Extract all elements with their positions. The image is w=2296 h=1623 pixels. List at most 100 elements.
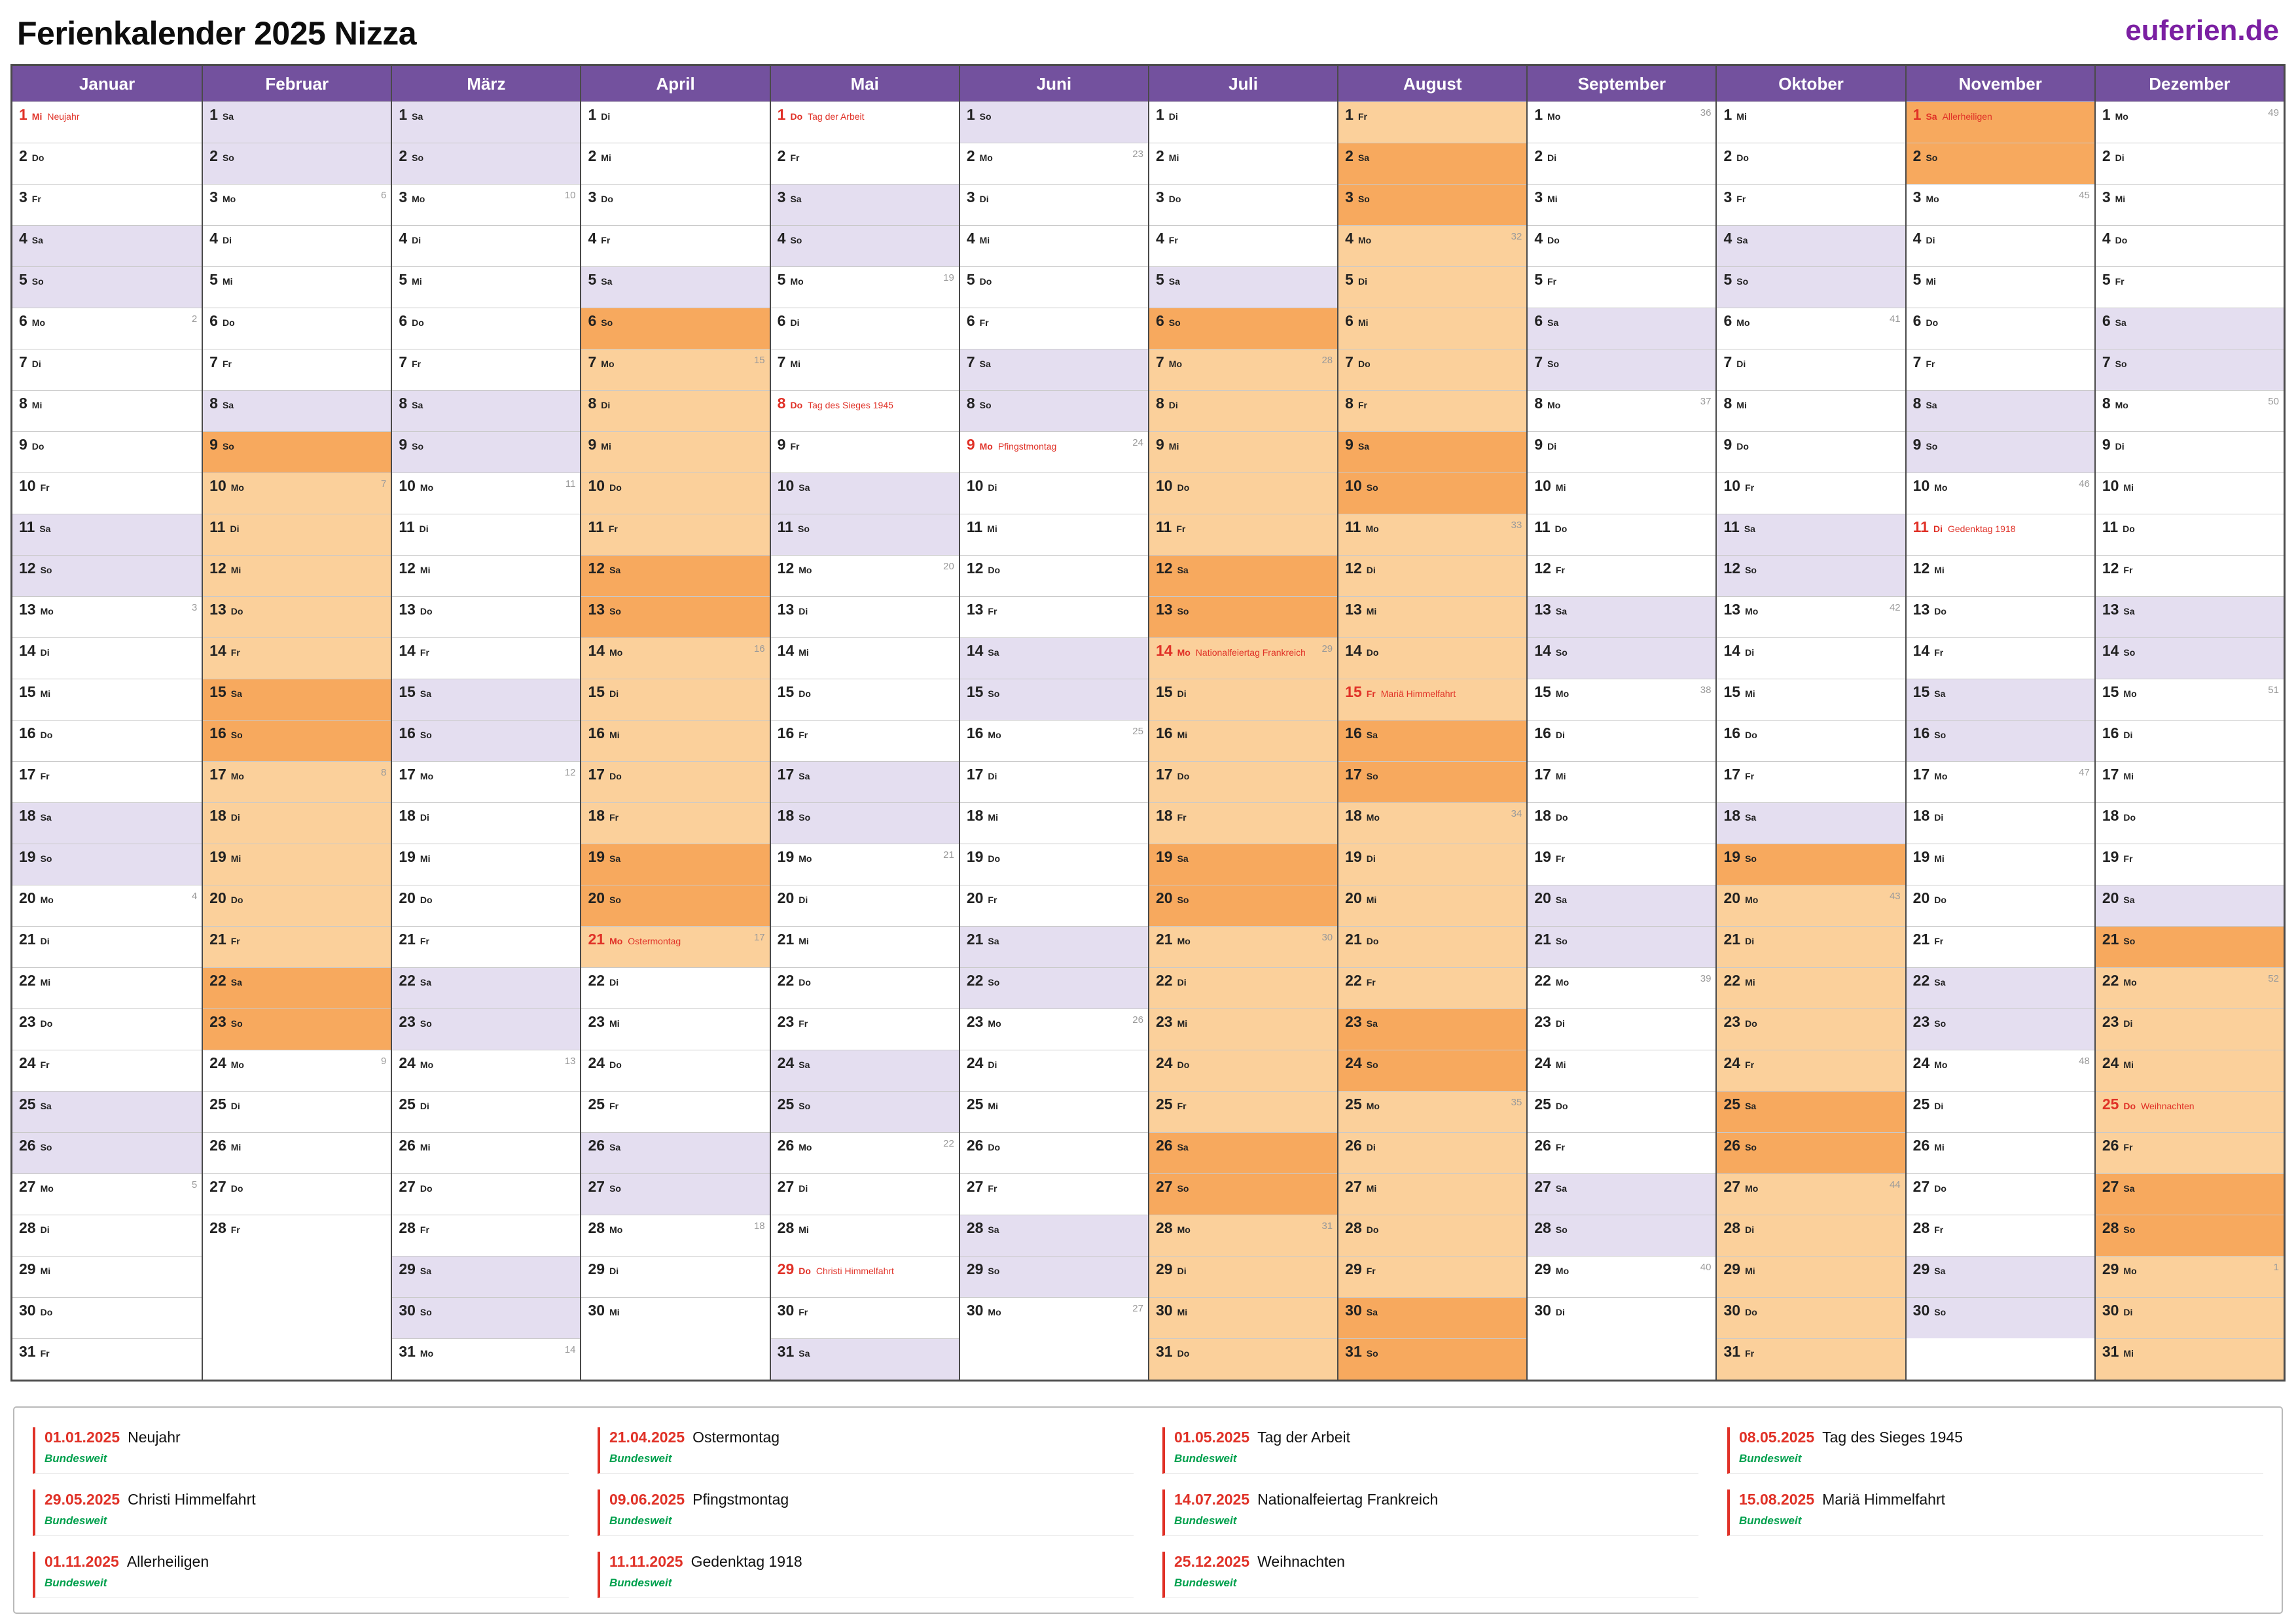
weekday-abbr: Do xyxy=(1745,730,1757,740)
day-number: 5 xyxy=(777,271,786,288)
day-cell: 27 Mi xyxy=(1338,1173,1527,1215)
day-cell: 3 Fr xyxy=(12,184,202,225)
day-cell: 29 Mo 40 xyxy=(1528,1256,1716,1297)
day-number: 20 xyxy=(588,889,605,906)
day-number: 14 xyxy=(1534,642,1551,659)
weekday-abbr: So xyxy=(31,276,44,287)
day-number: 27 xyxy=(777,1178,795,1195)
weekday-abbr: Fr xyxy=(1745,771,1755,781)
weekday-abbr: Mo xyxy=(1926,194,1939,204)
day-number: 2 xyxy=(399,147,408,164)
weekday-abbr: So xyxy=(1736,276,1749,287)
day-cell: 30 So xyxy=(392,1297,581,1338)
week-number: 50 xyxy=(2268,396,2279,407)
day-cell: 24 Mo 48 xyxy=(1906,1050,2094,1091)
day-number: 24 xyxy=(966,1054,984,1071)
week-number: 31 xyxy=(1321,1221,1333,1232)
weekday-abbr: Fr xyxy=(1177,1101,1187,1111)
day-cell: 20 So xyxy=(1149,885,1338,926)
day-number: 6 xyxy=(1534,312,1543,329)
day-cell: 15 Sa xyxy=(1906,679,2094,720)
day-number: 15 xyxy=(209,683,226,700)
week-number: 37 xyxy=(1700,396,1712,407)
day-number: 10 xyxy=(1534,477,1551,494)
day-number: 24 xyxy=(2102,1054,2119,1071)
weekday-abbr: Fr xyxy=(1736,194,1746,204)
weekday-abbr: So xyxy=(988,688,1000,699)
day-cell: 29 Mo 1 xyxy=(2095,1256,2284,1297)
day-number: 21 xyxy=(1723,931,1741,948)
month-column-10: Oktober 1 Mi 2 Do 3 Fr 4 Sa 5 So 6 Mo 41 7 Di 8 Mi 9 Do 10 Fr… xyxy=(1715,66,1905,1380)
weekday-abbr: Mo xyxy=(230,482,244,493)
day-number: 31 xyxy=(1723,1343,1741,1360)
day-number: 8 xyxy=(1912,395,1922,412)
weekday-abbr: So xyxy=(1555,647,1568,658)
day-cell: 19 Sa xyxy=(581,844,770,885)
day-number: 14 xyxy=(777,642,795,659)
day-number: 2 xyxy=(19,147,27,164)
day-number: 10 xyxy=(1345,477,1362,494)
day-cell: 29 So xyxy=(960,1256,1148,1297)
empty-cell xyxy=(1528,1338,1716,1380)
day-cell: 30 Do xyxy=(1717,1297,1905,1338)
day-cell: 13 Di xyxy=(770,596,959,637)
day-number: 29 xyxy=(777,1260,795,1277)
day-cell: 8 Mi xyxy=(1717,390,1905,431)
day-number: 28 xyxy=(1723,1219,1741,1236)
weekday-abbr: Mo xyxy=(2123,1266,2137,1276)
weekday-abbr: Fr xyxy=(1934,647,1944,658)
day-number: 13 xyxy=(588,601,605,618)
day-cell: 17 Mo 47 xyxy=(1906,761,2094,802)
day-number: 24 xyxy=(209,1054,226,1071)
day-number: 24 xyxy=(1345,1054,1362,1071)
day-number: 12 xyxy=(966,560,984,577)
day-cell: 1 Fr xyxy=(1338,101,1527,143)
day-cell: 6 So xyxy=(581,308,770,349)
day-cell: 24 Mi xyxy=(1528,1050,1716,1091)
day-cell: 10 Fr xyxy=(1717,473,1905,514)
month-header: Dezember xyxy=(2095,66,2284,101)
day-number: 20 xyxy=(1912,889,1930,906)
day-number: 26 xyxy=(777,1137,795,1154)
day-number: 11 xyxy=(1534,518,1551,535)
legend-holiday-name: Pfingstmontag xyxy=(692,1491,789,1508)
day-number: 6 xyxy=(966,312,975,329)
weekday-abbr: Do xyxy=(1177,482,1190,493)
page-title: Ferienkalender 2025 Nizza xyxy=(17,15,417,52)
weekday-abbr: Fr xyxy=(798,1307,808,1317)
weekday-abbr: Fr xyxy=(420,1224,429,1235)
site-logo[interactable]: euferien.de xyxy=(2125,14,2279,46)
day-cell: 22 Sa xyxy=(203,967,391,1008)
weekday-abbr: Mi xyxy=(609,730,620,740)
weekday-abbr: Mi xyxy=(979,235,990,245)
day-cell: 20 Mo 4 xyxy=(12,885,202,926)
day-number: 20 xyxy=(209,889,226,906)
day-cell: 9 Di xyxy=(2095,431,2284,473)
weekday-abbr: Fr xyxy=(988,606,997,616)
day-cell: 2 Di xyxy=(1528,143,1716,184)
day-number: 3 xyxy=(777,188,786,205)
weekday-abbr: Di xyxy=(1745,1224,1755,1235)
day-cell: 9 So xyxy=(392,431,581,473)
day-cell: 2 Di xyxy=(2095,143,2284,184)
day-cell: 5 Mi xyxy=(203,266,391,308)
weekday-abbr: Mo xyxy=(230,1060,244,1070)
weekday-abbr: Mo xyxy=(40,895,54,905)
weekday-abbr: So xyxy=(609,1183,621,1194)
day-cell: 31 Fr xyxy=(1717,1338,1905,1380)
day-cell: 10 Mi xyxy=(2095,473,2284,514)
day-cell: 23 Do xyxy=(1717,1008,1905,1050)
day-cell: 6 Fr xyxy=(960,308,1148,349)
weekday-abbr: Mi xyxy=(2123,1060,2134,1070)
day-cell: 14 So xyxy=(1528,637,1716,679)
day-cell: 20 Fr xyxy=(960,885,1148,926)
day-number: 16 xyxy=(2102,724,2119,741)
legend-scope: Bundesweit xyxy=(1739,1452,1802,1465)
day-cell: 11 Do xyxy=(1528,514,1716,555)
weekday-abbr: Sa xyxy=(39,524,51,534)
weekday-abbr: Do xyxy=(230,606,243,616)
day-cell: 4 So xyxy=(770,225,959,266)
day-cell: 1 Mi Neujahr xyxy=(12,101,202,143)
day-number: 24 xyxy=(1723,1054,1741,1071)
day-cell: 27 Di xyxy=(770,1173,959,1215)
